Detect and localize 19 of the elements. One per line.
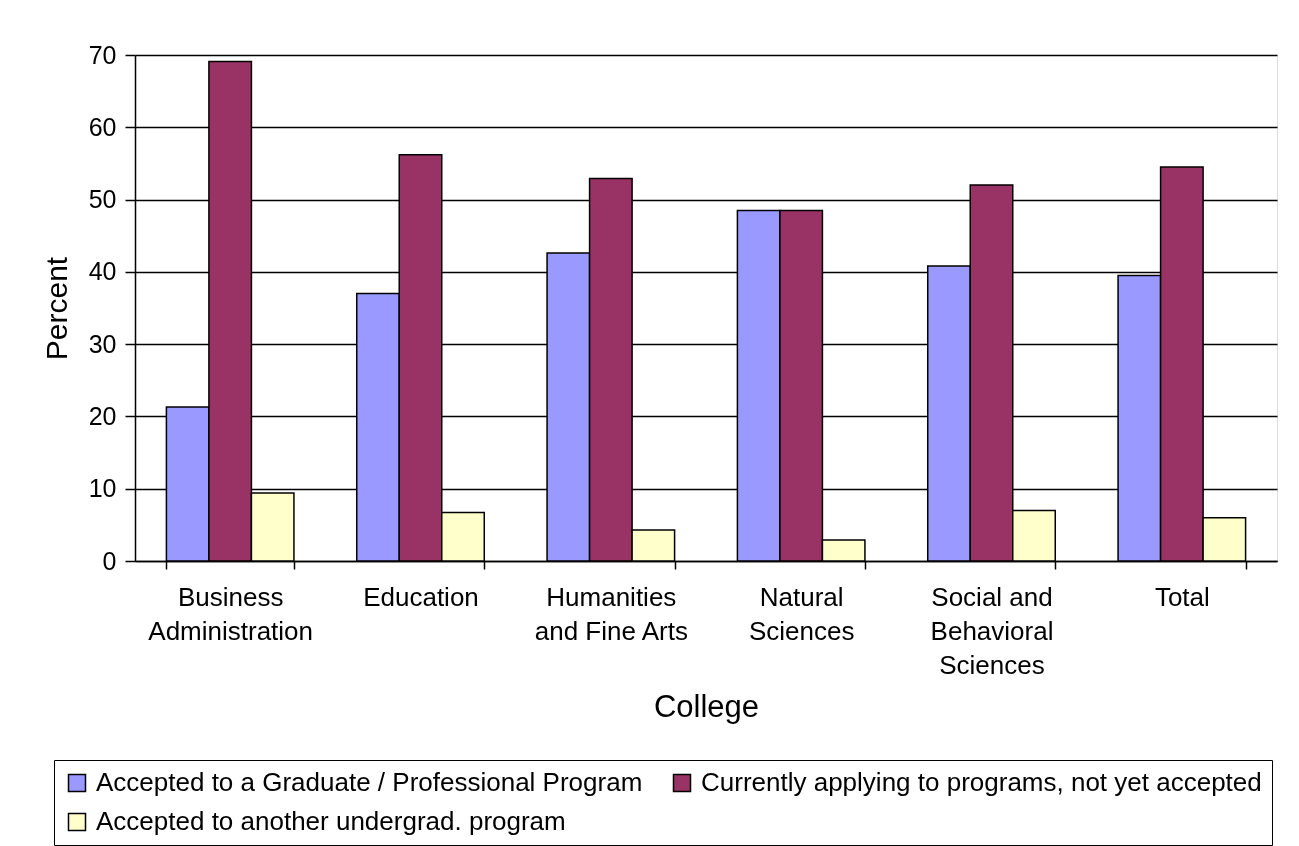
y-tick-label: 50 [88,185,117,214]
y-tick-label: 30 [88,329,117,358]
y-tick-label: 40 [88,257,117,286]
x-tick-label: Education [363,581,479,612]
y-tick-label: 10 [88,474,117,503]
y-tick-label: 70 [88,40,117,69]
legend-label: Accepted to another undergrad. program [96,806,566,836]
y-axis-title: Percent [39,256,73,361]
x-tick-label: Natural Sciences [748,581,855,646]
x-axis-title: College [653,688,760,724]
legend-label: Accepted to a Graduate / Professional Program [96,767,643,797]
legend-label: Currently applying to programs, not yet accepted [701,767,1262,797]
x-tick-label: Humanities and Fine Arts [534,581,688,646]
x-tick-label: Business Administration [148,581,314,646]
y-tick-label: 20 [88,401,117,430]
x-tick-label: Total [1154,581,1210,612]
x-tick-label: Social and Behavioral Sciences [930,581,1054,680]
y-tick-label: 0 [102,546,117,575]
y-tick-label: 60 [88,112,117,141]
